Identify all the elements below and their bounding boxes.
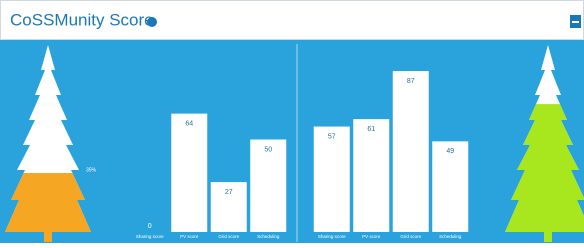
value-label: 49 [446, 148, 454, 155]
category-label: PV score [180, 234, 199, 239]
value-label: 87 [407, 78, 415, 85]
collapse-icon [572, 21, 579, 23]
value-label: 61 [367, 126, 375, 133]
bar [314, 127, 350, 232]
category-label: Grid score [400, 234, 421, 239]
header-title: CoSSMunity Score [10, 10, 154, 29]
info-icon[interactable] [147, 17, 157, 27]
gauge-label: 35% [86, 167, 97, 173]
widget: CoSSMunity Score 35% 70% Sharing score0P… [0, 0, 584, 243]
category-label: Sharing score [136, 234, 164, 239]
value-label: 64 [185, 120, 193, 127]
category-label: Scheduling [439, 234, 462, 239]
category-label: Grid score [218, 234, 239, 239]
category-label: Sharing score [318, 234, 346, 239]
category-label: Scheduling [257, 234, 280, 239]
value-label: 0 [148, 223, 152, 230]
page: CoSSMunity Score 35% 70% Sharing score0P… [0, 0, 584, 243]
bar [393, 71, 429, 232]
value-label: 57 [328, 133, 336, 140]
bar [353, 119, 389, 232]
category-label: PV score [362, 234, 381, 239]
value-label: 27 [225, 189, 233, 196]
value-label: 50 [264, 146, 272, 153]
bar [250, 140, 286, 233]
bar [171, 114, 207, 232]
